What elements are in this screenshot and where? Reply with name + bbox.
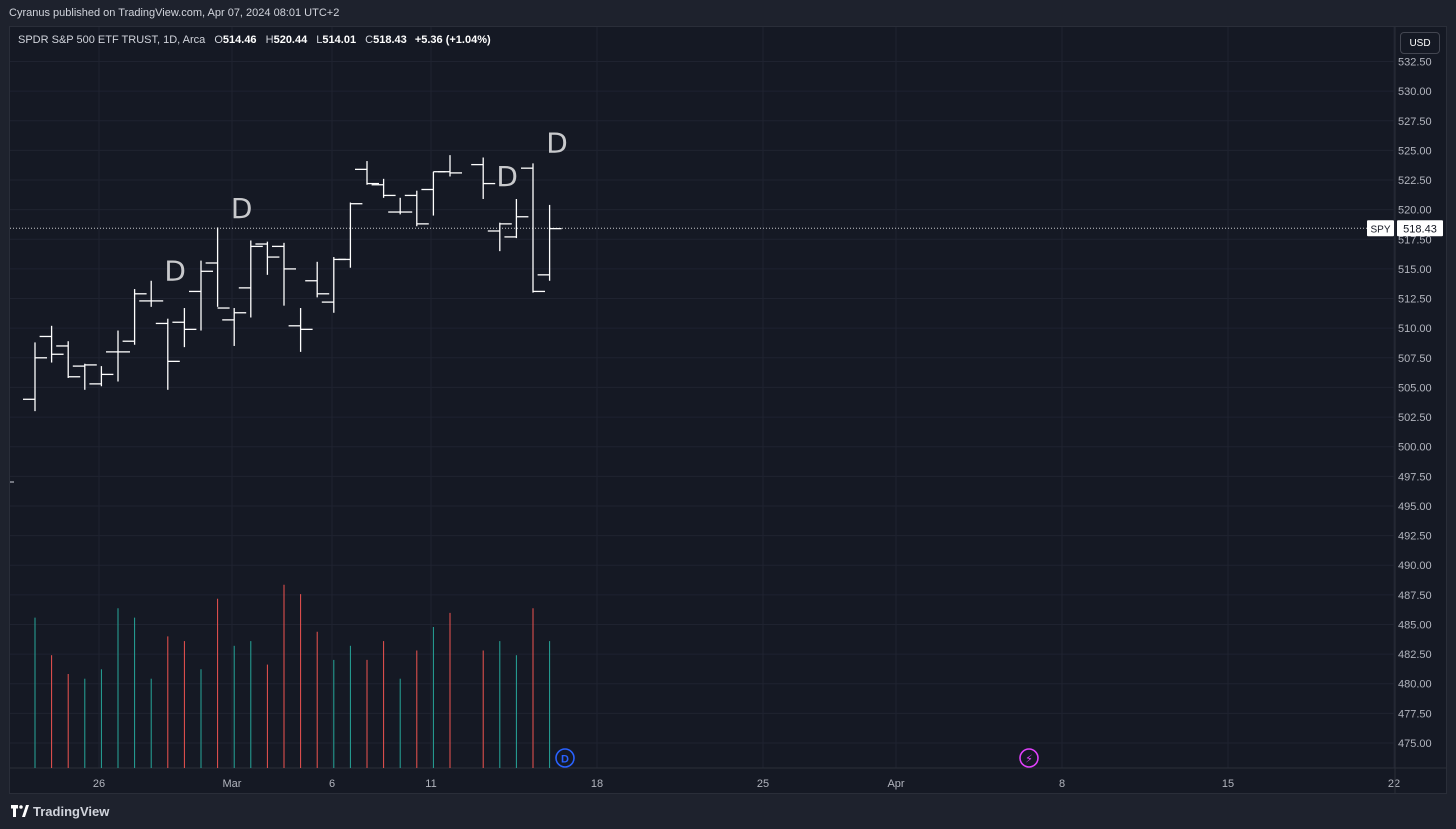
y-tick-label: 482.50	[1398, 649, 1432, 661]
y-tick-label: 475.00	[1398, 738, 1432, 750]
x-tick-label: 11	[425, 778, 436, 790]
price-tag-symbol-box	[1367, 220, 1394, 237]
ohlc-bar	[438, 155, 462, 177]
ohlc-bar	[288, 308, 313, 352]
y-tick-label: 490.00	[1398, 560, 1432, 572]
ohlc-bar	[504, 198, 529, 239]
annotation-d: D	[231, 192, 253, 225]
ohlc-bar	[338, 202, 363, 268]
dividend-marker-label: D	[561, 754, 569, 766]
ohlc-bar	[222, 308, 247, 346]
ohlc-bar	[89, 366, 114, 387]
y-tick-label: 512.50	[1398, 294, 1432, 306]
tradingview-brand: TradingView	[33, 804, 110, 819]
x-tick-label: Mar	[223, 778, 242, 790]
ohlc-bar	[321, 257, 346, 313]
ohlc-bar	[172, 308, 197, 348]
y-tick-label: 505.00	[1398, 382, 1432, 394]
ohlc-bar	[305, 261, 330, 298]
y-tick-label: 530.00	[1398, 86, 1432, 98]
ohlc-bar	[205, 227, 230, 309]
y-tick-label: 497.50	[1398, 471, 1432, 483]
symbol-legend: SPDR S&P 500 ETF TRUST, 1D, Arca O514.46…	[18, 34, 491, 46]
y-tick-label: 525.00	[1398, 145, 1432, 157]
split-marker-label: ⚡	[1025, 753, 1033, 766]
ohlc-bar	[122, 289, 147, 345]
ohlc-bar	[155, 318, 180, 390]
footer: TradingView	[0, 794, 1456, 829]
ohlc-bar	[238, 240, 263, 318]
ohlc-bar	[355, 161, 379, 185]
y-tick-label: 495.00	[1398, 501, 1432, 513]
ohlc-bar	[388, 197, 413, 215]
price-tag-symbol: SPY	[1370, 224, 1390, 235]
chart-panel[interactable]: 532.50 530.00 527.50 525.00 522.50 520.00 517.…	[9, 26, 1447, 794]
y-tick-label: 477.50	[1398, 708, 1432, 720]
y-tick-label: 517.50	[1398, 234, 1432, 246]
ohlc-bar	[487, 222, 512, 252]
high-value: 520.44	[273, 34, 308, 46]
annotation-d: D	[496, 160, 518, 193]
x-tick-label: 26	[93, 778, 105, 790]
ohlc-bar	[272, 242, 296, 306]
ohlc-bar	[39, 325, 64, 363]
annotation-d: D	[164, 255, 186, 288]
ohlc-bar	[56, 341, 81, 378]
tradingview-logo-icon	[11, 805, 29, 817]
y-tick-label: 502.50	[1398, 412, 1432, 424]
ohlc-bar	[404, 190, 429, 227]
x-tick-label: 8	[1059, 778, 1065, 790]
low-label: L	[316, 34, 323, 46]
annotation-d: D	[546, 127, 568, 160]
y-tick-label: 507.50	[1398, 353, 1432, 365]
price-chart[interactable]: 532.50 530.00 527.50 525.00 522.50 520.00 517.…	[10, 27, 1447, 794]
y-tick-label: 522.50	[1398, 175, 1432, 187]
x-tick-label: Apr	[887, 778, 904, 790]
y-tick-label: 510.00	[1398, 323, 1432, 335]
dividend-marker-icon: D	[555, 748, 575, 768]
x-tick-label: 18	[591, 778, 603, 790]
ohlc-bar	[72, 363, 97, 390]
change-value: +5.36 (+1.04%)	[414, 34, 491, 46]
x-tick-label: 25	[757, 778, 769, 790]
open-value: 514.46	[222, 34, 257, 46]
close-value: 518.43	[373, 34, 407, 46]
y-tick-label: 492.50	[1398, 531, 1432, 543]
close-label: C	[365, 34, 374, 46]
ohlc-bar	[106, 330, 130, 382]
x-tick-label: 15	[1222, 778, 1234, 790]
ohlc-bar	[23, 342, 47, 412]
ohlc-bar	[521, 163, 545, 293]
y-tick-label: 500.00	[1398, 442, 1432, 454]
y-tick-label: 532.50	[1398, 57, 1432, 69]
high-label: H	[265, 34, 274, 46]
y-tick-label: 487.50	[1398, 590, 1432, 602]
ohlc-bar	[421, 171, 446, 216]
price-tag-value-box	[1397, 220, 1443, 237]
top-bar: Cyranus published on TradingView.com, Ap…	[0, 0, 1456, 26]
y-tick-label: 520.00	[1398, 205, 1432, 217]
y-tick-label: 527.50	[1398, 116, 1432, 128]
ohlc-bar	[255, 241, 280, 275]
price-tag-value: 518.43	[1403, 223, 1437, 235]
dividend-marker-circle	[555, 748, 575, 768]
split-marker-circle	[1019, 748, 1039, 768]
symbol-title: SPDR S&P 500 ETF TRUST, 1D, Arca	[18, 34, 206, 46]
ohlc-bar	[371, 178, 396, 198]
ohlc-bar	[189, 260, 213, 331]
y-tick-label: 480.00	[1398, 679, 1432, 691]
publisher-caption: Cyranus published on TradingView.com, Ap…	[9, 7, 340, 19]
price-tag: SPY 518.43	[1367, 220, 1443, 237]
low-value: 514.01	[322, 34, 357, 46]
split-marker-icon: ⚡	[1019, 748, 1039, 768]
open-label: O	[214, 34, 223, 46]
x-tick-label: 22	[1388, 778, 1400, 790]
y-tick-label: 515.00	[1398, 264, 1432, 276]
y-tick-label: 485.00	[1398, 619, 1432, 631]
x-tick-label: 6	[329, 778, 335, 790]
currency-button[interactable]: USD	[1400, 32, 1440, 54]
ohlc-bar	[139, 280, 164, 307]
ohlc-bar	[537, 204, 562, 281]
ohlc-bar	[471, 157, 496, 199]
